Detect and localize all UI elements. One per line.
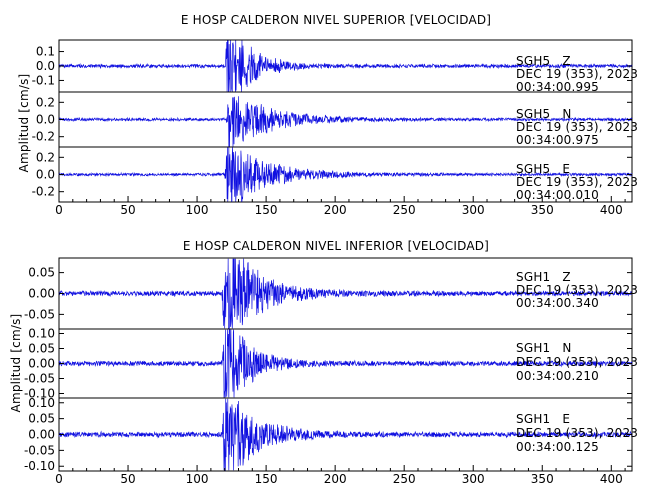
waveform-trace <box>58 329 633 398</box>
x-tick-label: 250 <box>393 203 416 217</box>
y-tick-label: -0.10 <box>24 387 55 401</box>
y-tick-label: 0.00 <box>28 357 55 371</box>
x-tick-label: 200 <box>324 203 347 217</box>
x-tick-label: 200 <box>324 472 347 486</box>
record-date-label: DEC 19 (353), 2023 <box>516 283 638 297</box>
y-tick-label: 0.05 <box>28 266 55 280</box>
waveform-trace <box>58 398 633 471</box>
panel-sgh5-e: 0.2 0.0 -0.2 SGH5 E DEC 19 (353), 2023 00:3… <box>32 146 638 203</box>
x-tick-label: 50 <box>120 472 135 486</box>
record-date-label: DEC 19 (353), 2023 <box>516 175 638 189</box>
station-channel-label: SGH1 E <box>516 412 570 426</box>
panel-sgh1-n: 0.100.050.00-0.05-0.10 SGH1 N DEC 19 (353… <box>24 327 638 401</box>
chart-inferior-ylabel: Amplitud [cm/s] <box>9 314 23 413</box>
panel-sgh5-z: 0.10.0-0.1 SGH5 Z DEC 19 (353), 2023 00:3… <box>32 39 638 94</box>
y-tick-label: 0.2 <box>36 150 55 164</box>
x-tick-label: 250 <box>393 472 416 486</box>
record-time-label: 00:34:00.975 <box>516 133 599 147</box>
panel-sgh5-n: 0.2 0.0 -0.2 SGH5 N DEC 19 (353), 2023 00:3… <box>32 91 638 148</box>
panel-sgh1-z: 0.05 0.00 -0.05 SGH1 Z DEC 19 (353), 2023 0… <box>24 257 638 330</box>
y-tick-label: 0.0 <box>36 168 55 182</box>
x-tick-label: 100 <box>186 203 209 217</box>
y-tick-label: 0.00 <box>28 428 55 442</box>
y-tick-label: 0.10 <box>28 396 55 410</box>
x-tick-label: 400 <box>600 472 623 486</box>
record-time-label: 00:34:00.340 <box>516 296 599 310</box>
waveform-trace <box>58 258 633 329</box>
y-tick-label: -0.1 <box>32 73 55 87</box>
y-tick-label: 0.10 <box>28 327 55 341</box>
station-channel-label: SGH1 N <box>516 341 572 355</box>
record-time-label: 00:34:00.125 <box>516 440 599 454</box>
panel-sgh1-e: 0.10 0.05 0.00-0.05 -0.10 SGH1 E DEC 19 (353… <box>24 396 638 473</box>
y-tick-label: -0.05 <box>24 307 55 321</box>
record-date-label: DEC 19 (353), 2023 <box>516 120 638 134</box>
station-channel-label: SGH1 Z <box>516 270 571 284</box>
chart-inferior-title: E HOSP CALDERON NIVEL INFERIOR [VELOCIDA… <box>183 239 489 253</box>
y-tick-label: 0.05 <box>28 412 55 426</box>
record-date-label: DEC 19 (353), 2023 <box>516 426 638 440</box>
y-tick-label: -0.2 <box>32 185 55 199</box>
x-tick-label: 300 <box>462 203 485 217</box>
station-channel-label: SGH5 E <box>516 162 570 176</box>
station-channel-label: SGH5 N <box>516 107 572 121</box>
chart-superior-x-axis: 0 50 100 150 200 250 300 350 400 <box>55 196 626 217</box>
record-date-label: DEC 19 (353), 2023 <box>516 355 638 369</box>
y-tick-label: -0.10 <box>24 459 55 473</box>
waveform-trace <box>58 96 633 147</box>
y-tick-label: 0.0 <box>36 59 55 73</box>
waveform-trace <box>58 40 633 92</box>
x-tick-label: 350 <box>531 203 554 217</box>
x-tick-label: 50 <box>120 203 135 217</box>
record-time-label: 00:34:00.210 <box>516 369 599 383</box>
chart-superior-ylabel: Amplitud [cm/s] <box>17 74 31 173</box>
record-time-label: 00:34:00.995 <box>516 80 599 94</box>
record-date-label: DEC 19 (353), 2023 <box>516 67 638 81</box>
chart-superior-title: E HOSP CALDERON NIVEL SUPERIOR [VELOCIDA… <box>181 13 491 27</box>
x-tick-label: 150 <box>255 203 278 217</box>
x-tick-label: 150 <box>255 472 278 486</box>
waveform-trace <box>58 147 633 203</box>
y-tick-label: 0.2 <box>36 95 55 109</box>
y-tick-label: -0.05 <box>24 372 55 386</box>
y-tick-label: 0.1 <box>36 45 55 59</box>
chart-inferior-x-axis: 0 50 100 150 200 250 300 350 400 <box>55 465 626 486</box>
chart-inferior: E HOSP CALDERON NIVEL INFERIOR [VELOCIDA… <box>9 239 638 486</box>
x-tick-label: 400 <box>600 203 623 217</box>
x-tick-label: 0 <box>55 472 63 486</box>
x-tick-label: 350 <box>531 472 554 486</box>
x-tick-label: 100 <box>186 472 209 486</box>
y-tick-label: -0.2 <box>32 130 55 144</box>
x-tick-label: 300 <box>462 472 485 486</box>
x-tick-label: 0 <box>55 203 63 217</box>
chart-superior: E HOSP CALDERON NIVEL SUPERIOR [VELOCIDA… <box>17 13 638 217</box>
y-tick-label: 0.0 <box>36 113 55 127</box>
record-time-label: 00:34:00.010 <box>516 188 599 202</box>
y-tick-label: -0.05 <box>24 443 55 457</box>
y-tick-label: 0.00 <box>28 287 55 301</box>
y-tick-label: 0.05 <box>28 342 55 356</box>
station-channel-label: SGH5 Z <box>516 54 571 68</box>
